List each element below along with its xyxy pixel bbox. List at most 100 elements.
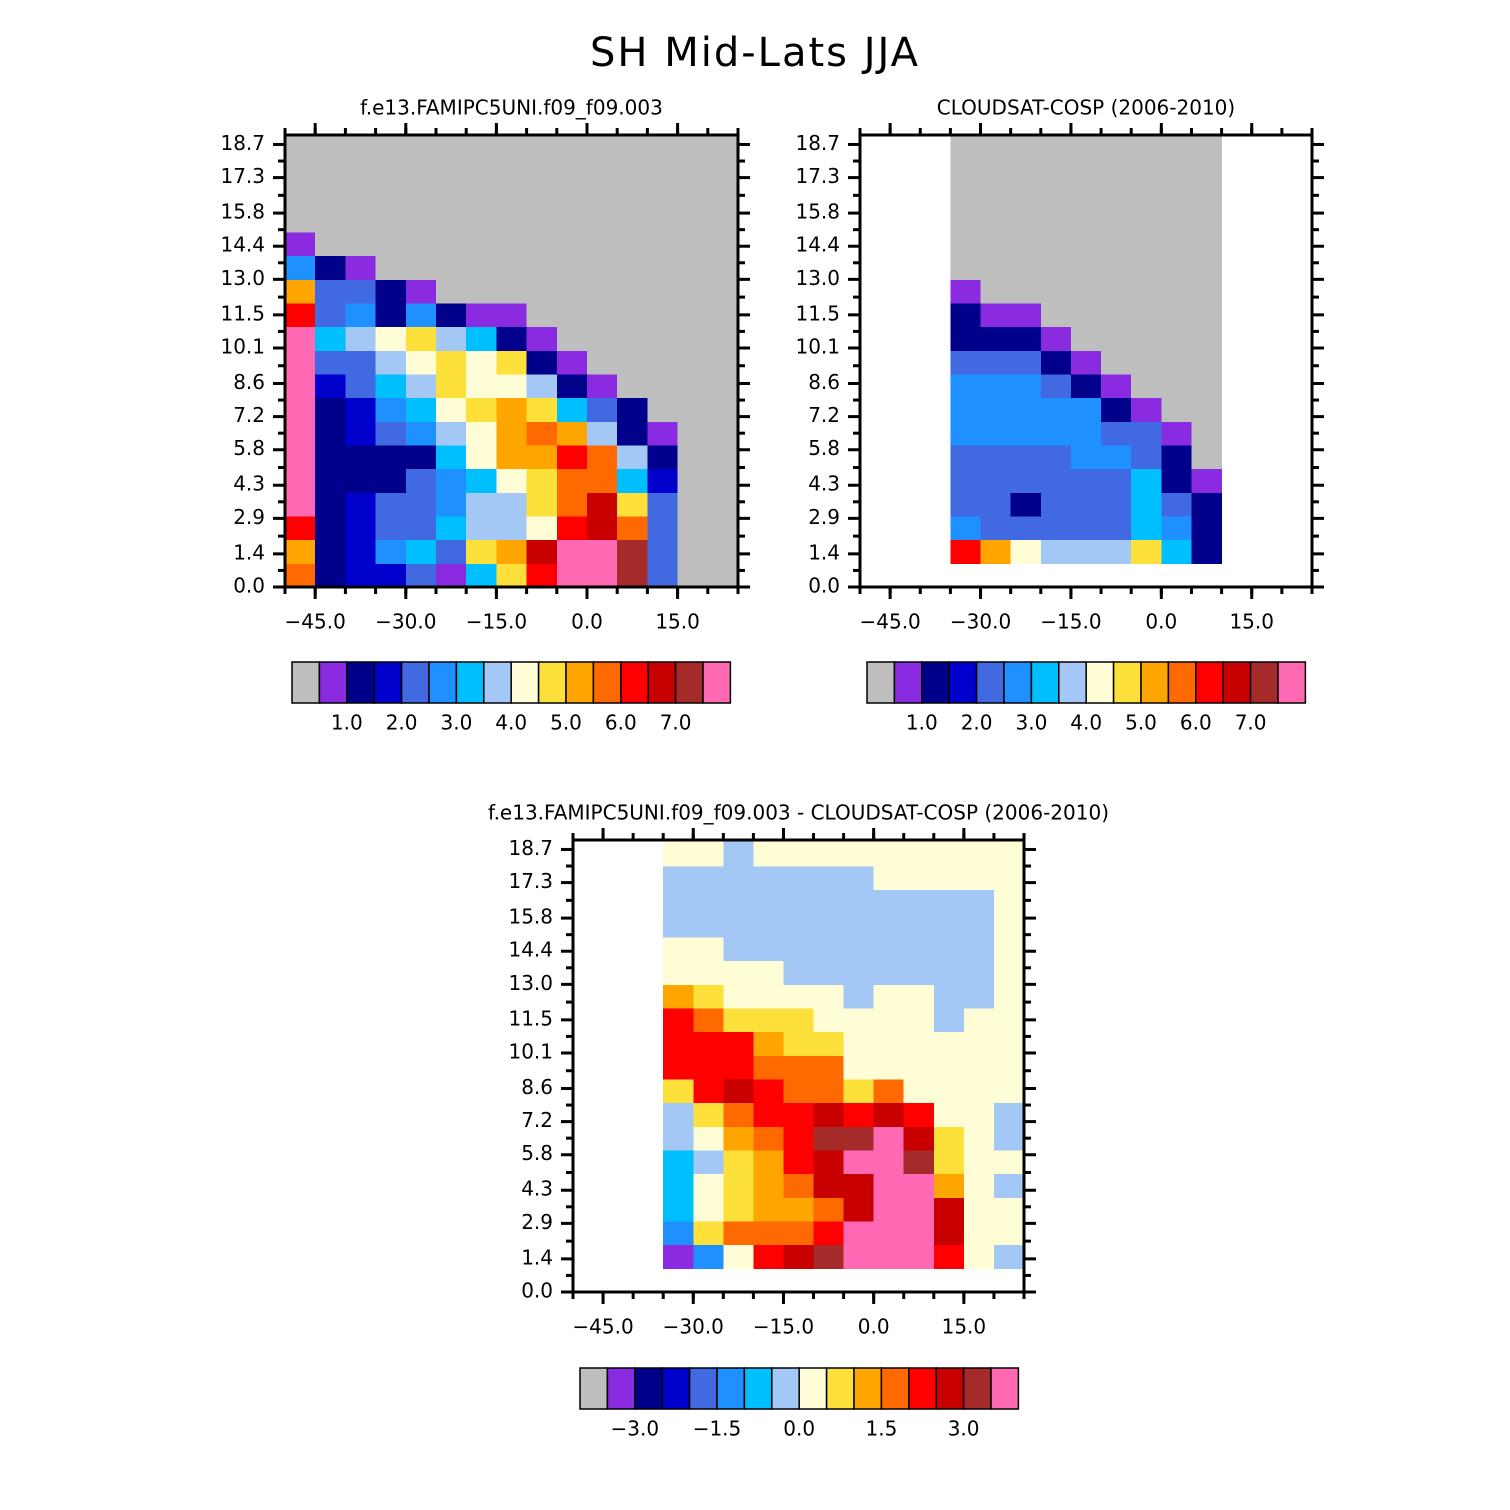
cell <box>813 840 845 867</box>
cell <box>1131 539 1162 564</box>
cell <box>587 516 618 541</box>
cell <box>526 397 558 422</box>
cell <box>723 1197 754 1222</box>
missing-cell <box>526 208 558 233</box>
colorbar-box <box>1167 661 1197 704</box>
cell <box>843 1031 875 1056</box>
colorbar-label: 0.0 <box>783 1417 815 1441</box>
cell <box>723 840 754 867</box>
cell <box>466 374 497 399</box>
missing-cell <box>587 208 618 233</box>
cell <box>903 1221 935 1246</box>
cell <box>813 1055 845 1080</box>
x-tick-label: −15.0 <box>1040 610 1101 634</box>
missing-cell <box>1010 255 1042 280</box>
cell <box>1010 516 1042 541</box>
missing-cell <box>1010 135 1042 162</box>
cell <box>405 279 437 304</box>
cell <box>963 1244 995 1269</box>
cell <box>285 326 316 351</box>
cell <box>873 1221 905 1246</box>
missing-cell <box>1131 161 1162 186</box>
missing-cell <box>466 184 497 209</box>
missing-cell <box>950 208 982 233</box>
cell <box>466 492 497 517</box>
cell <box>285 492 316 517</box>
colorbar-label: −1.5 <box>693 1417 742 1441</box>
cell <box>556 492 588 517</box>
missing-cell <box>496 184 528 209</box>
cell <box>375 326 407 351</box>
cell <box>375 445 407 470</box>
colorbar-label: 3.0 <box>440 711 472 735</box>
missing-cell <box>647 374 679 399</box>
missing-cell <box>677 326 709 351</box>
missing-cell <box>1131 184 1162 209</box>
cell <box>813 889 845 914</box>
cell <box>933 984 965 1009</box>
missing-cell <box>405 208 437 233</box>
cell <box>345 303 377 328</box>
cell <box>1131 516 1162 541</box>
cell <box>663 1102 694 1127</box>
colorbar-box <box>483 661 512 704</box>
cell <box>753 866 784 891</box>
cell <box>1070 516 1102 541</box>
missing-cell <box>707 161 739 186</box>
cell <box>587 397 618 422</box>
missing-cell <box>677 350 709 375</box>
cell <box>647 445 679 470</box>
missing-cell <box>1040 161 1072 186</box>
cell <box>693 1126 724 1151</box>
cell <box>843 1126 875 1151</box>
cell <box>315 303 346 328</box>
missing-cell <box>707 303 739 328</box>
cell <box>933 1150 965 1175</box>
cell <box>466 468 497 493</box>
cell <box>753 1055 784 1080</box>
missing-cell <box>980 135 1012 162</box>
cell <box>375 468 407 493</box>
cell <box>663 1221 694 1246</box>
cell <box>285 563 316 588</box>
missing-cell <box>526 303 558 328</box>
cell <box>1040 421 1072 446</box>
cell <box>723 889 754 914</box>
cell <box>285 397 316 422</box>
missing-cell <box>345 184 377 209</box>
cell <box>1040 516 1072 541</box>
cell <box>285 445 316 470</box>
missing-cell <box>375 135 407 162</box>
cell <box>556 468 588 493</box>
y-tick-label: 5.8 <box>808 436 840 460</box>
cell <box>663 937 694 962</box>
cell <box>873 1102 905 1127</box>
missing-cell <box>587 326 618 351</box>
missing-cell <box>285 135 316 162</box>
cell <box>1101 445 1132 470</box>
missing-cell <box>1131 279 1162 304</box>
cell <box>873 889 905 914</box>
cell <box>375 350 407 375</box>
cell <box>1070 397 1102 422</box>
cell <box>980 492 1012 517</box>
missing-cell <box>375 232 407 257</box>
missing-cell <box>1191 255 1223 280</box>
cell <box>963 1221 995 1246</box>
colorbar-box <box>716 1367 746 1410</box>
cell <box>315 492 346 517</box>
missing-cell <box>677 563 709 588</box>
cell <box>950 397 982 422</box>
missing-cell <box>375 255 407 280</box>
missing-cell <box>436 135 467 162</box>
colorbar-label: 7.0 <box>660 711 692 735</box>
cell <box>980 303 1012 328</box>
missing-cell <box>1131 350 1162 375</box>
x-tick-label: 15.0 <box>1229 610 1274 634</box>
x-tick-label: −45.0 <box>285 610 346 634</box>
cell <box>1070 350 1102 375</box>
cell <box>783 840 815 867</box>
colorbar-box <box>565 661 595 704</box>
missing-cell <box>1161 326 1192 351</box>
cell <box>950 350 982 375</box>
